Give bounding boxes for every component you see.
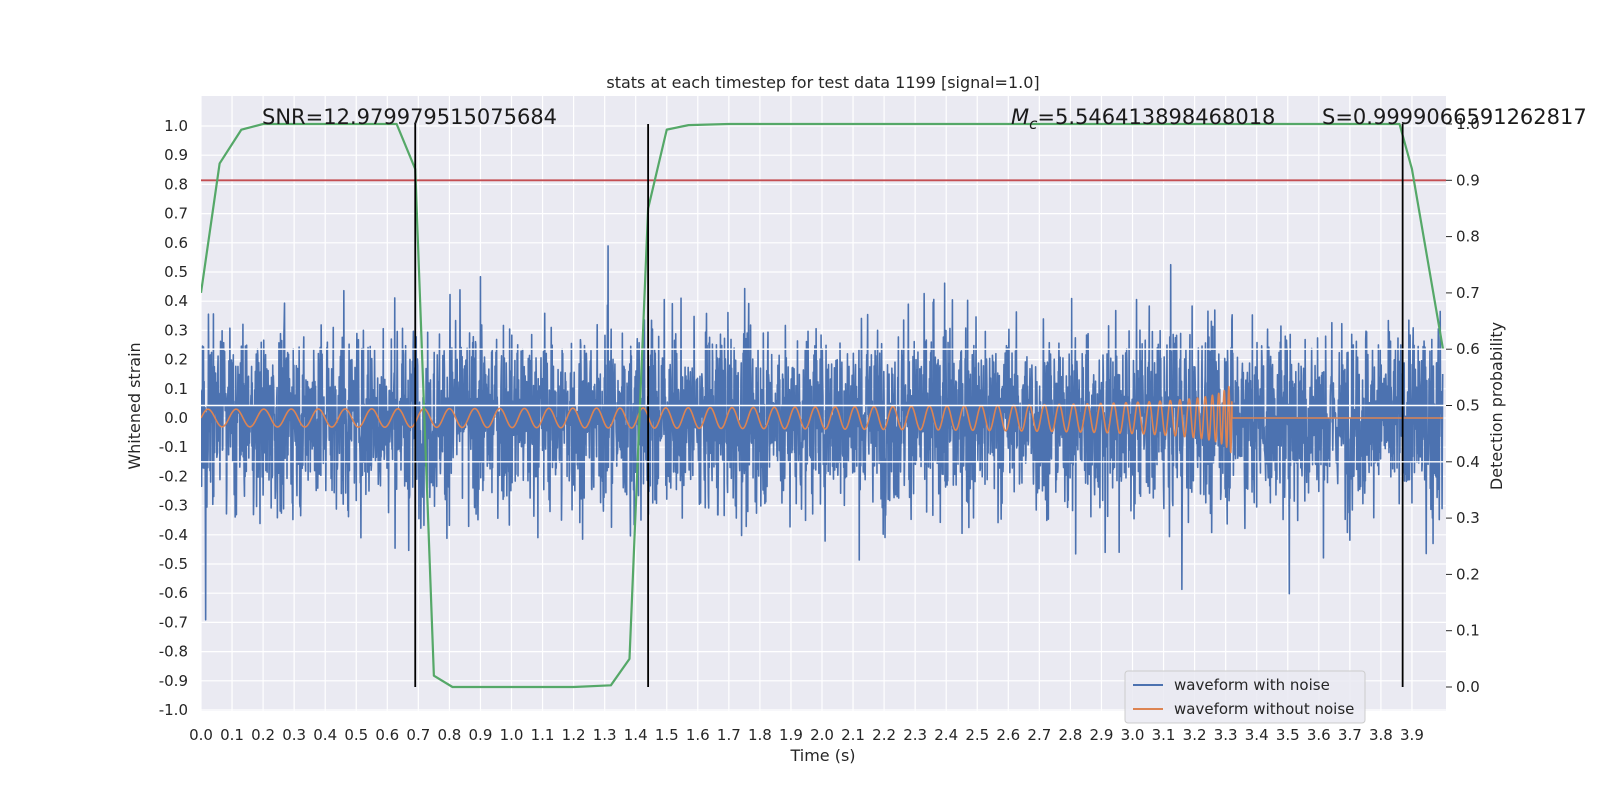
- y-tick-label: 0.7: [164, 205, 188, 223]
- x-tick-label: 3.3: [1214, 726, 1238, 744]
- x-tick-label: 1.3: [593, 726, 617, 744]
- chirp-mass-subscript: c: [1029, 115, 1038, 133]
- x-tick-label: 2.4: [934, 726, 958, 744]
- x-tick-label: 1.1: [531, 726, 555, 744]
- y-tick-label: -0.3: [159, 497, 188, 515]
- x-tick-label: 2.2: [872, 726, 896, 744]
- x-tick-label: 2.3: [903, 726, 927, 744]
- chirp-mass-symbol: M: [1011, 105, 1029, 129]
- y-tick-label: 0.6: [164, 234, 188, 252]
- legend: waveform with noise waveform without noi…: [1124, 670, 1366, 724]
- snr-annotation: SNR=12.979979515075684: [262, 105, 557, 129]
- x-tick-label: 3.0: [1121, 726, 1145, 744]
- x-tick-label: 1.7: [717, 726, 741, 744]
- x-tick-label: 3.8: [1369, 726, 1393, 744]
- x-tick-label: 1.0: [500, 726, 524, 744]
- x-tick-label: 0.7: [406, 726, 430, 744]
- s-annotation: S=0.9999066591262817: [1322, 105, 1587, 129]
- y2-tick-label: 0.6: [1456, 340, 1480, 358]
- x-tick-label: 2.1: [841, 726, 865, 744]
- x-tick-label: 0.8: [437, 726, 461, 744]
- y2-tick-label: 0.4: [1456, 453, 1480, 471]
- x-tick-label: 3.6: [1307, 726, 1331, 744]
- x-tick-label: 3.5: [1276, 726, 1300, 744]
- x-tick-label: 0.1: [220, 726, 244, 744]
- x-tick-label: 2.7: [1027, 726, 1051, 744]
- y-tick-label: 0.9: [164, 146, 188, 164]
- x-tick-label: 2.9: [1090, 726, 1114, 744]
- y-axis-label: Whitened strain: [125, 342, 144, 469]
- x-tick-label: 2.8: [1058, 726, 1082, 744]
- x-tick-label: 2.0: [810, 726, 834, 744]
- y-tick-label: -0.4: [159, 526, 188, 544]
- y-axis-ticks: 1.0 0.9 0.8 0.7 0.6 0.5 0.4 0.3 0.2 0.1 0.0 -0.1 -0.…: [159, 117, 188, 719]
- y2-tick-label: 0.8: [1456, 228, 1480, 246]
- y-tick-label: -1.0: [159, 701, 188, 719]
- y2-axis-label: Detection probability: [1487, 322, 1506, 490]
- y-tick-label: 0.2: [164, 351, 188, 369]
- y-tick-label: 0.5: [164, 263, 188, 281]
- y2-axis-ticks: 1.0 0.9 0.8 0.7 0.6 0.5 0.4 0.3 0.2 0.1 0.0: [1446, 115, 1480, 696]
- series-detection-probability: [201, 122, 1445, 689]
- x-tick-label: 1.6: [686, 726, 710, 744]
- plot-area: [201, 122, 1446, 689]
- y-tick-label: -0.6: [159, 584, 188, 602]
- y-tick-label: 0.8: [164, 175, 188, 193]
- x-tick-label: 0.5: [344, 726, 368, 744]
- series-waveform-with-noise: [201, 245, 1444, 621]
- y-tick-label: 0.0: [164, 409, 188, 427]
- x-axis-label: Time (s): [789, 746, 855, 765]
- y2-tick-label: 0.3: [1456, 509, 1480, 527]
- y2-tick-label: 0.9: [1456, 171, 1480, 189]
- x-tick-label: 3.7: [1338, 726, 1362, 744]
- x-tick-label: 2.6: [996, 726, 1020, 744]
- y2-tick-label: 0.7: [1456, 284, 1480, 302]
- legend-label-with-noise: waveform with noise: [1174, 676, 1330, 694]
- x-tick-label: 2.5: [965, 726, 989, 744]
- x-tick-label: 3.4: [1245, 726, 1269, 744]
- y-tick-label: -0.2: [159, 467, 188, 485]
- y-tick-label: -0.9: [159, 672, 188, 690]
- y-tick-label: -0.7: [159, 613, 188, 631]
- x-tick-label: 1.8: [748, 726, 772, 744]
- y2-tick-label: 0.0: [1456, 678, 1480, 696]
- x-tick-label: 0.9: [469, 726, 493, 744]
- x-tick-label: 3.2: [1183, 726, 1207, 744]
- legend-box: [1124, 670, 1366, 724]
- chirp-mass-annotation: Mc=5.546413898468018: [1011, 105, 1275, 133]
- x-tick-label: 1.4: [624, 726, 648, 744]
- x-tick-label: 1.9: [779, 726, 803, 744]
- x-tick-label: 0.4: [313, 726, 337, 744]
- y-tick-label: 0.4: [164, 292, 188, 310]
- series-waveform-without-noise: [201, 385, 1444, 454]
- y-tick-label: 0.3: [164, 321, 188, 339]
- y2-tick-label: 0.1: [1456, 622, 1480, 640]
- y2-tick-label: 1.0: [1456, 115, 1480, 133]
- y-tick-label: -0.8: [159, 643, 188, 661]
- x-tick-label: 1.5: [655, 726, 679, 744]
- x-tick-label: 0.6: [375, 726, 399, 744]
- y2-tick-label: 0.5: [1456, 397, 1480, 415]
- x-tick-label: 3.9: [1400, 726, 1424, 744]
- x-tick-label: 1.2: [562, 726, 586, 744]
- chirp-mass-value: =5.546413898468018: [1037, 105, 1275, 129]
- x-axis-ticks: 0.0 0.1 0.2 0.3 0.4 0.5 0.6 0.7 0.8 0.9 1.0 1.1 1.2 1…: [189, 726, 1424, 744]
- y2-tick-label: 0.2: [1456, 565, 1480, 583]
- y-tick-label: 1.0: [164, 117, 188, 135]
- x-tick-label: 0.2: [251, 726, 275, 744]
- y-tick-label: -0.1: [159, 438, 188, 456]
- right-axis-grid: [201, 348, 1446, 463]
- y-tick-label: -0.5: [159, 555, 188, 573]
- y-tick-label: 0.1: [164, 380, 188, 398]
- x-tick-label: 3.1: [1152, 726, 1176, 744]
- x-tick-label: 0.0: [189, 726, 213, 744]
- x-tick-label: 0.3: [282, 726, 306, 744]
- chart-title: stats at each timestep for test data 119…: [606, 73, 1039, 92]
- legend-label-without-noise: waveform without noise: [1174, 700, 1354, 718]
